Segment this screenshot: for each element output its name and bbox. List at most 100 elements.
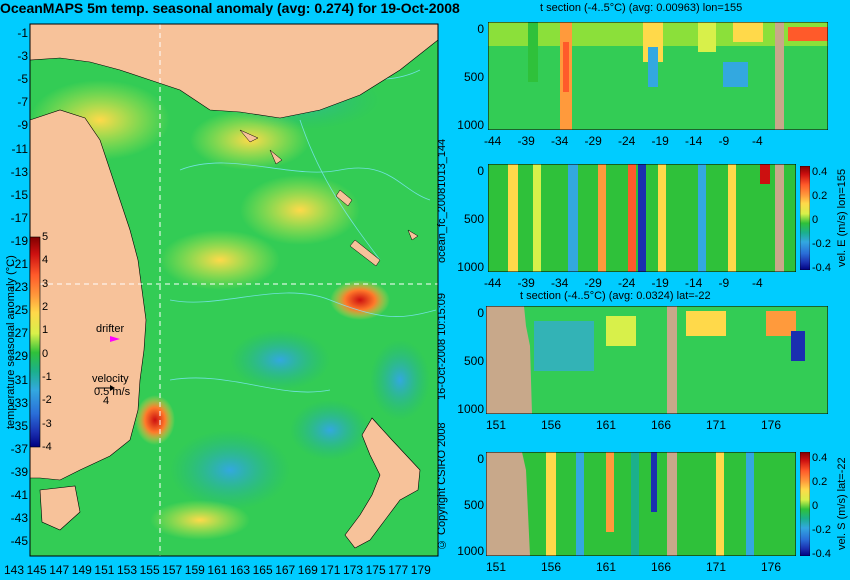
velocity-scale: 4 (103, 395, 110, 407)
drifter-label: drifter (96, 323, 125, 335)
lat-tick-label: -5 (17, 72, 28, 87)
colorbar-tick-label: -0.4 (812, 262, 831, 274)
x-tick-label: -19 (651, 134, 669, 148)
lat-tick-label: -41 (10, 488, 28, 502)
panel-2-colorbar-label: vel. E (m/s) lon=155 (836, 168, 848, 268)
y-tick-label: 500 (463, 212, 484, 226)
y-tick-label: 0 (477, 164, 484, 178)
x-tick-label: -9 (718, 134, 730, 148)
x-tick-label: 156 (541, 560, 562, 574)
map-land-australia (29, 109, 147, 481)
x-tick-label: 161 (596, 418, 617, 432)
map-land-tasmania (39, 485, 81, 531)
lat-tick-label: -27 (10, 326, 28, 341)
x-tick-label: -4 (752, 276, 763, 290)
lon-tick-label: 173 (343, 563, 364, 577)
colorbar-tick-label: 0 (812, 500, 819, 512)
lon-tick-label: 159 (184, 563, 205, 577)
lat-tick-label: -13 (10, 164, 28, 179)
lon-tick-label: 151 (94, 563, 115, 577)
x-tick-label: -4 (752, 134, 763, 148)
map-land-new-guinea (29, 23, 439, 119)
map-colorbar-label: temperature seasonal anomaly (°C) (5, 255, 17, 429)
x-tick-label: -24 (618, 276, 636, 290)
x-tick-label: 171 (706, 418, 727, 432)
x-tick-label: 166 (651, 418, 672, 432)
x-tick-label: -44 (484, 134, 502, 148)
y-tick-label: 0 (477, 452, 484, 466)
lat-tick-label: -43 (10, 511, 28, 526)
panel-4-colorbar-label: vel. S (m/s) lat=-22 (836, 457, 848, 551)
lon-tick-label: 149 (71, 563, 92, 577)
x-tick-label: -14 (685, 276, 703, 290)
lon-tick-label: 157 (162, 563, 183, 577)
colorbar-tick-label: -1 (42, 371, 52, 383)
x-tick-label: -19 (651, 276, 669, 290)
map-colorbar (29, 236, 41, 448)
timestamp-label: 16-Oct-2008 10:15:09 (436, 292, 448, 400)
lat-tick-label: -25 (10, 303, 28, 318)
lat-tick-label: -37 (10, 441, 28, 456)
y-tick-label: 0 (477, 22, 484, 36)
x-tick-label: -24 (618, 134, 636, 148)
lat-tick-label: -23 (10, 280, 28, 295)
x-tick-label: -34 (551, 134, 569, 148)
x-tick-label: -29 (584, 276, 602, 290)
panel-4-plot (486, 452, 796, 556)
colorbar-tick-label: 1 (42, 324, 49, 337)
x-tick-label: 171 (706, 560, 727, 574)
map-figure: -1 -3 -5 -7 -9 -11 -13 -15 -17 -19 -21 -23 -25 -27 -29… (4, 23, 439, 577)
panel-2-colorbar (800, 166, 810, 270)
panel-4-colorbar (800, 452, 810, 556)
x-tick-label: 151 (486, 418, 507, 432)
map-svg (29, 23, 439, 557)
colorbar-tick-label: -0.2 (812, 238, 831, 250)
lon-tick-label: 163 (230, 563, 251, 577)
colorbar-tick-label: 5 (42, 231, 49, 243)
colorbar-tick-label: 0.2 (812, 190, 828, 202)
y-tick-label: 1000 (457, 260, 484, 274)
colorbar-tick-label: 0.2 (812, 476, 828, 488)
forecast-id-label: ocean_fc_20081013_144 (436, 138, 448, 263)
lat-tick-label: -21 (10, 257, 28, 271)
lat-tick-label: -11 (11, 141, 28, 156)
colorbar-tick-label: 0.4 (812, 166, 828, 178)
y-tick-label: 1000 (457, 402, 484, 416)
velocity-label: velocity (92, 373, 129, 385)
drifter-marker (110, 336, 120, 342)
x-tick-label: 176 (761, 560, 782, 574)
y-tick-label: 500 (463, 498, 484, 512)
x-tick-label: -39 (517, 134, 535, 148)
colorbar-tick-label: 2 (42, 301, 49, 313)
x-tick-label: 151 (486, 560, 507, 574)
lat-tick-label: -31 (10, 372, 28, 387)
lon-tick-label: 161 (207, 563, 228, 577)
lon-tick-label: 155 (139, 563, 160, 577)
x-tick-label: 161 (596, 560, 617, 574)
y-tick-label: 500 (463, 354, 484, 368)
lon-tick-label: 153 (117, 563, 138, 577)
lat-tick-label: -45 (10, 534, 28, 549)
velocity-value: 0.5 m/s (94, 386, 131, 398)
lon-tick-label: 145 (26, 563, 47, 577)
lat-tick-label: -35 (10, 418, 28, 433)
page-title: OceanMAPS 5m temp. seasonal anomaly (avg… (0, 0, 460, 16)
y-tick-label: 1000 (457, 118, 484, 132)
y-tick-label: 500 (463, 70, 484, 84)
lat-tick-label: -17 (10, 210, 28, 225)
x-tick-label: -29 (584, 134, 602, 148)
lat-tick-label: -15 (10, 187, 28, 202)
x-tick-label: -14 (685, 134, 703, 148)
panel-1-title: t section (-4..5°C) (avg: 0.00963) lon=1… (540, 2, 743, 14)
lon-tick-label: 177 (388, 563, 409, 577)
colorbar-tick-label: -2 (42, 394, 52, 407)
lat-tick-label: -1 (17, 26, 28, 40)
colorbar-tick-label: -4 (42, 441, 52, 453)
lon-tick-label: 179 (410, 563, 431, 577)
colorbar-tick-label: -3 (42, 417, 52, 430)
lon-tick-label: 143 (4, 563, 25, 577)
x-tick-label: -44 (484, 276, 502, 290)
lon-tick-label: 175 (365, 563, 386, 577)
y-tick-label: 1000 (457, 544, 484, 558)
lon-tick-label: 169 (297, 563, 318, 577)
